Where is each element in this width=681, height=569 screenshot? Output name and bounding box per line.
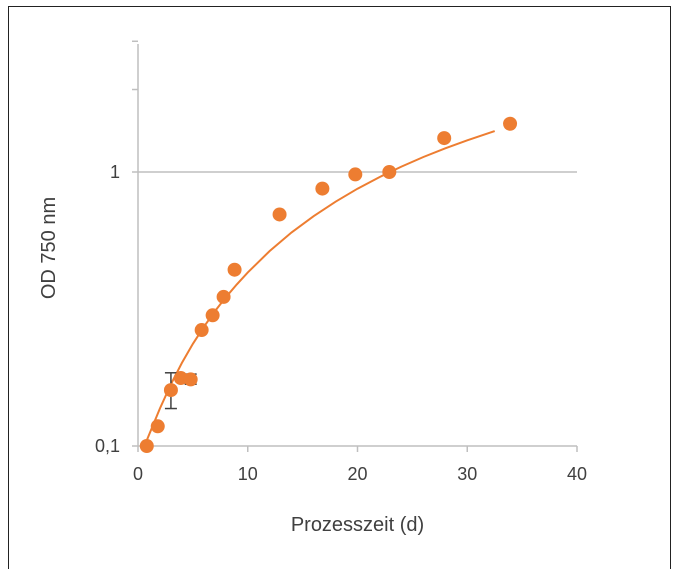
chart-frame: [8, 6, 671, 569]
data-point: [348, 167, 363, 182]
data-point: [227, 262, 242, 277]
data-point: [139, 439, 154, 453]
x-tick-label: 20: [347, 464, 367, 484]
y-tick-label: 0,1: [95, 436, 120, 456]
data-point: [163, 383, 178, 398]
data-point: [183, 372, 198, 387]
x-tick-label: 40: [567, 464, 587, 484]
x-tick-label: 30: [457, 464, 477, 484]
data-point: [272, 207, 287, 222]
y-tick-label: 1: [110, 162, 120, 182]
data-point: [194, 323, 209, 338]
y-axis-title: OD 750 nm: [38, 197, 60, 299]
x-tick-label: 0: [133, 464, 143, 484]
x-axis-title: Prozesszeit (d): [291, 514, 424, 536]
x-tick-label: 10: [238, 464, 258, 484]
data-point: [150, 419, 165, 434]
trendline: [145, 130, 496, 441]
data-point: [315, 181, 330, 196]
data-point: [216, 289, 231, 304]
data-point: [205, 308, 220, 323]
data-point: [437, 131, 452, 146]
data-point: [503, 116, 518, 131]
data-point: [382, 165, 397, 179]
